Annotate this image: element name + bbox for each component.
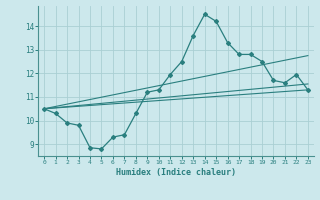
X-axis label: Humidex (Indice chaleur): Humidex (Indice chaleur): [116, 168, 236, 177]
